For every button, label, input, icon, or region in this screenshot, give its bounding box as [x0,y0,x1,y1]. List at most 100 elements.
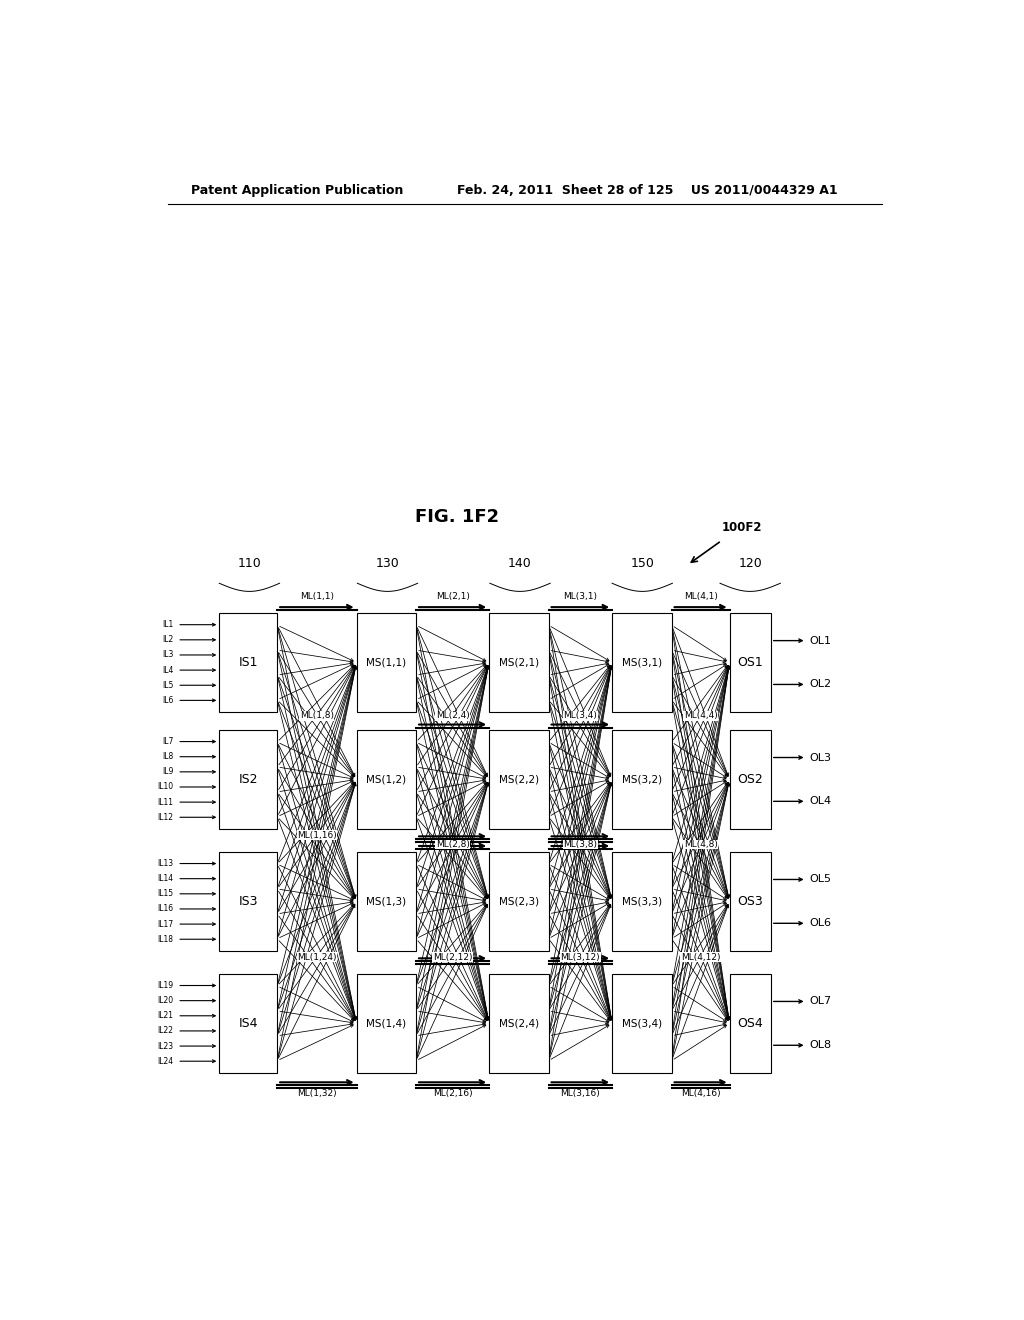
Text: 100F2: 100F2 [722,521,762,535]
Text: ML(1,32): ML(1,32) [297,1089,337,1098]
Text: IL7: IL7 [162,737,173,746]
Text: OL2: OL2 [809,680,831,689]
Text: OS3: OS3 [737,895,763,908]
Text: IL2: IL2 [162,635,173,644]
Text: ML(2,4): ML(2,4) [435,711,469,721]
Text: ML(3,8): ML(3,8) [563,840,597,849]
Text: ML(1,1): ML(1,1) [300,591,334,601]
Text: MS(1,1): MS(1,1) [367,657,407,668]
FancyBboxPatch shape [489,612,549,713]
Text: MS(1,2): MS(1,2) [367,775,407,784]
FancyBboxPatch shape [356,851,416,952]
FancyBboxPatch shape [729,612,771,713]
Text: IL15: IL15 [157,890,173,899]
Text: ML(2,12): ML(2,12) [433,953,472,962]
Text: OL8: OL8 [809,1040,831,1051]
Text: IL10: IL10 [157,783,173,792]
Text: MS(3,4): MS(3,4) [622,1018,662,1028]
Text: IL19: IL19 [157,981,173,990]
Text: IL18: IL18 [158,935,173,944]
Text: ML(3,12): ML(3,12) [560,953,600,962]
Text: ML(2,16): ML(2,16) [433,1089,472,1098]
Text: IL8: IL8 [162,752,173,762]
Text: MS(2,1): MS(2,1) [499,657,539,668]
Text: IL22: IL22 [158,1027,173,1035]
Text: MS(1,4): MS(1,4) [367,1018,407,1028]
Text: IL20: IL20 [157,997,173,1005]
Text: IL21: IL21 [158,1011,173,1020]
Text: ML(3,4): ML(3,4) [563,711,597,721]
Text: MS(2,2): MS(2,2) [499,775,539,784]
Text: ML(1,8): ML(1,8) [300,711,334,721]
Text: OS2: OS2 [737,774,763,785]
Text: IS1: IS1 [239,656,258,669]
FancyBboxPatch shape [612,612,672,713]
Text: IL9: IL9 [162,767,173,776]
Text: 120: 120 [738,557,762,570]
Text: OS4: OS4 [737,1016,763,1030]
Text: IL14: IL14 [157,874,173,883]
Text: OL1: OL1 [809,636,830,645]
Text: OL7: OL7 [809,997,831,1006]
FancyBboxPatch shape [612,730,672,829]
Text: IS3: IS3 [239,895,258,908]
Text: IL11: IL11 [158,797,173,807]
Text: ML(4,8): ML(4,8) [684,840,718,849]
FancyBboxPatch shape [356,730,416,829]
Text: OL6: OL6 [809,919,830,928]
FancyBboxPatch shape [729,974,771,1073]
Text: OS1: OS1 [737,656,763,669]
Text: Feb. 24, 2011  Sheet 28 of 125    US 2011/0044329 A1: Feb. 24, 2011 Sheet 28 of 125 US 2011/00… [458,183,838,197]
Text: IL5: IL5 [162,681,173,690]
Text: OL3: OL3 [809,752,830,763]
Text: MS(1,3): MS(1,3) [367,896,407,907]
Text: ML(3,16): ML(3,16) [560,1089,600,1098]
FancyBboxPatch shape [489,851,549,952]
Text: ML(2,1): ML(2,1) [435,591,470,601]
Text: IL4: IL4 [162,665,173,675]
FancyBboxPatch shape [489,974,549,1073]
FancyBboxPatch shape [729,851,771,952]
Text: IL13: IL13 [157,859,173,869]
FancyBboxPatch shape [729,730,771,829]
Text: ML(2,8): ML(2,8) [435,840,470,849]
Text: IL24: IL24 [157,1057,173,1065]
Text: ML(4,1): ML(4,1) [684,591,718,601]
FancyBboxPatch shape [612,851,672,952]
Text: MS(3,2): MS(3,2) [622,775,662,784]
Text: IL23: IL23 [157,1041,173,1051]
Text: OL5: OL5 [809,874,830,884]
Text: ML(3,1): ML(3,1) [563,591,597,601]
Text: 130: 130 [376,557,399,570]
Text: IS4: IS4 [239,1016,258,1030]
Text: 110: 110 [238,557,261,570]
Text: ML(4,16): ML(4,16) [681,1089,721,1098]
Text: IL1: IL1 [162,620,173,630]
FancyBboxPatch shape [612,974,672,1073]
Text: MS(3,1): MS(3,1) [622,657,662,668]
Text: OL4: OL4 [809,796,831,807]
FancyBboxPatch shape [219,974,278,1073]
FancyBboxPatch shape [356,612,416,713]
Text: IS2: IS2 [239,774,258,785]
Text: FIG. 1F2: FIG. 1F2 [416,508,500,527]
Text: ML(1,24): ML(1,24) [297,953,337,962]
Text: 140: 140 [508,557,531,570]
Text: MS(3,3): MS(3,3) [622,896,662,907]
Text: ML(4,12): ML(4,12) [681,953,720,962]
Text: ML(4,4): ML(4,4) [684,711,718,721]
FancyBboxPatch shape [489,730,549,829]
Text: MS(2,3): MS(2,3) [499,896,539,907]
Text: IL17: IL17 [157,920,173,928]
FancyBboxPatch shape [219,730,278,829]
FancyBboxPatch shape [219,612,278,713]
Text: IL16: IL16 [157,904,173,913]
Text: 150: 150 [631,557,654,570]
Text: MS(2,4): MS(2,4) [499,1018,539,1028]
Text: Patent Application Publication: Patent Application Publication [191,183,403,197]
FancyBboxPatch shape [356,974,416,1073]
Text: IL6: IL6 [162,696,173,705]
Text: IL3: IL3 [162,651,173,660]
FancyBboxPatch shape [219,851,278,952]
Text: ML(1,16): ML(1,16) [297,830,337,840]
